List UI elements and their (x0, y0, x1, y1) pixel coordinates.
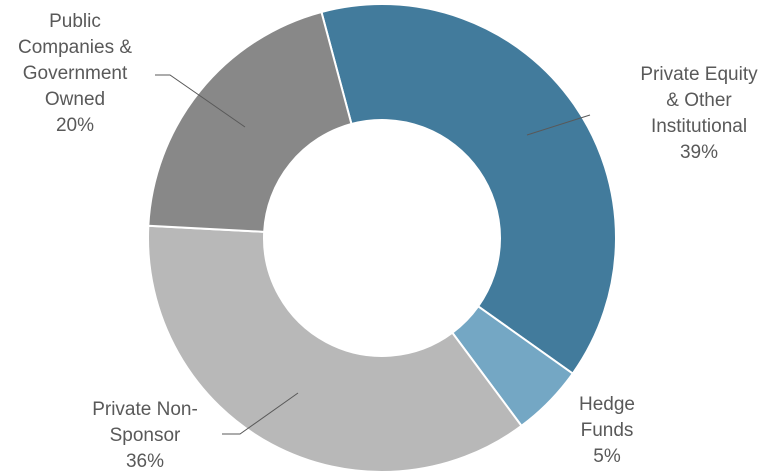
donut-slice (147, 10, 353, 233)
slice-label: Private Equity (640, 64, 758, 85)
slice-label: Public (49, 11, 101, 32)
leader-line (155, 74, 246, 128)
slice-value-label: 36% (126, 451, 164, 472)
slice-label: Owned (45, 89, 105, 110)
slice-value-label: 5% (593, 446, 621, 467)
slice-value-label: 20% (56, 115, 94, 136)
donut-slice (320, 3, 617, 375)
slice-label: Government (23, 63, 128, 84)
leader-line (526, 114, 591, 136)
slice-value-label: 39% (680, 142, 718, 163)
slice-label: Private Non- (92, 399, 198, 420)
donut-slice (147, 224, 523, 473)
slice-label: Hedge (579, 394, 635, 415)
slice-label: Funds (581, 420, 634, 441)
slice-label: & Other (666, 90, 732, 111)
slice-label: Companies & (18, 37, 132, 58)
leader-line (222, 392, 299, 435)
slice-label: Sponsor (110, 425, 181, 446)
slice-label: Institutional (651, 116, 747, 137)
